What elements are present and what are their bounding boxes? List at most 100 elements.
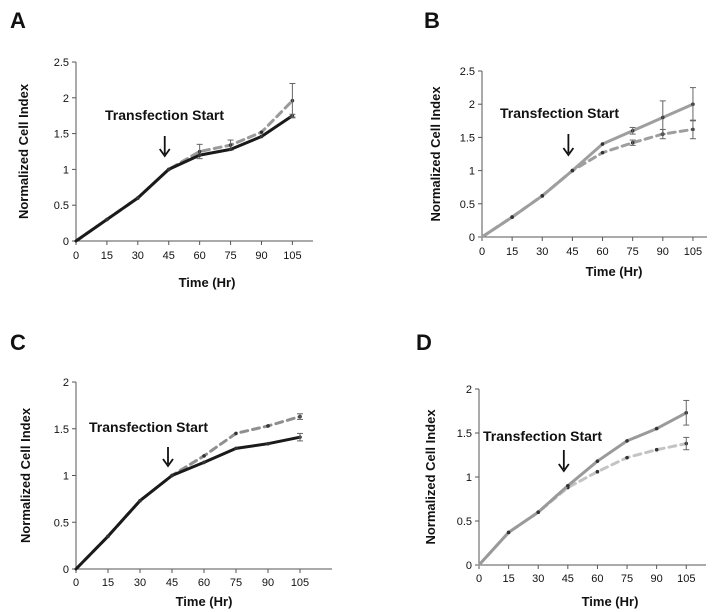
data-point <box>506 530 511 535</box>
data-point <box>510 215 514 219</box>
data-point <box>566 484 570 488</box>
x-tick-label: 15 <box>102 577 114 589</box>
x-tick-label: 90 <box>657 246 669 258</box>
y-axis-title: Normalized Cell Index <box>428 86 443 222</box>
data-point <box>105 217 109 222</box>
x-tick-label: 15 <box>101 250 113 262</box>
x-axis-title: Time (Hr) <box>582 594 639 609</box>
x-tick-label: 30 <box>532 573 544 585</box>
y-tick-label: 0.5 <box>54 517 69 529</box>
series-line-1 <box>74 114 294 243</box>
panel-c: C 0 0.5 1 1.5 2 0 15 30 45 60 75 90 105 Time (Hr) Norma… <box>10 330 332 609</box>
series-line-2 <box>480 127 695 239</box>
data-point <box>234 446 238 451</box>
data-point <box>166 167 171 172</box>
data-point <box>234 431 238 436</box>
x-tick-label: 45 <box>566 246 578 258</box>
y-tick-label: 1 <box>466 472 472 484</box>
y-tick-label: 0 <box>466 560 472 572</box>
data-point <box>654 426 659 431</box>
panel-letter: D <box>416 330 432 355</box>
transfection-start-label: Transfection Start <box>483 428 602 444</box>
arrow-head-icon <box>162 458 174 468</box>
data-point <box>197 153 202 157</box>
x-tick-label: 45 <box>562 573 574 585</box>
y-tick-label: 0 <box>63 564 69 576</box>
x-tick-label: 90 <box>255 250 267 262</box>
x-tick-label: 60 <box>194 250 206 262</box>
x-tick-label: 15 <box>506 246 518 258</box>
x-tick-label: 75 <box>224 250 236 262</box>
x-axis-title: Time (Hr) <box>176 594 233 609</box>
y-tick-label: 2 <box>63 93 69 105</box>
x-tick-label: 75 <box>230 577 242 589</box>
data-point <box>654 447 659 452</box>
y-tick-label: 1.5 <box>460 132 475 144</box>
x-tick-label: 0 <box>476 573 482 585</box>
y-tick-label: 1.5 <box>54 424 69 436</box>
x-tick-label: 30 <box>536 246 548 258</box>
arrow-head-icon <box>558 463 570 473</box>
x-tick-label: 105 <box>684 246 702 258</box>
data-point <box>625 455 629 460</box>
y-tick-label: 2 <box>63 377 69 389</box>
x-axis-title: Time (Hr) <box>586 264 643 279</box>
y-tick-label: 2.5 <box>54 57 69 69</box>
data-point <box>536 510 541 514</box>
series-line-2 <box>74 415 302 571</box>
arrow-head-icon <box>562 147 575 157</box>
x-tick-label: 90 <box>262 577 274 589</box>
y-tick-label: 0 <box>469 232 475 244</box>
data-point <box>259 130 264 134</box>
data-point <box>259 134 264 139</box>
panel-d: D 0 0.5 1 1.5 2 0 15 30 45 60 75 90 105 Time (Hr) Norma… <box>416 330 706 609</box>
y-tick-label: 1.5 <box>54 129 69 141</box>
x-tick-label: 75 <box>621 573 633 585</box>
y-tick-label: 2 <box>469 99 475 111</box>
x-tick-label: 60 <box>591 573 603 585</box>
x-tick-label: 0 <box>73 250 79 262</box>
panel-letter: B <box>424 8 440 33</box>
data-point <box>570 168 575 173</box>
panel-b: B 0 0.5 1 1.5 2 2.5 0 15 30 45 60 75 90 105 Time (Hr) No… <box>424 8 707 279</box>
transfection-start-label: Transfection Start <box>500 105 619 121</box>
x-tick-label: 15 <box>502 573 514 585</box>
y-tick-label: 1 <box>63 164 69 176</box>
series-line-1 <box>480 102 695 239</box>
x-tick-label: 0 <box>479 246 485 258</box>
y-axis-title: Normalized Cell Index <box>423 409 438 545</box>
y-tick-label: 2 <box>466 384 472 396</box>
arrow-head-icon <box>159 148 171 158</box>
x-tick-label: 30 <box>132 250 144 262</box>
data-point <box>138 498 142 503</box>
data-point <box>228 147 233 152</box>
panel-a: A 0 0.5 1 1.5 2 2.5 0 15 30 45 60 75 90 105 Time (Hr) No… <box>10 8 313 290</box>
x-tick-label: 0 <box>73 577 79 589</box>
x-tick-label: 45 <box>166 577 178 589</box>
data-point <box>136 196 140 200</box>
data-point <box>595 459 600 463</box>
y-tick-label: 0 <box>63 236 69 248</box>
data-point <box>170 473 174 478</box>
data-point <box>106 534 110 539</box>
data-point <box>595 469 600 474</box>
y-tick-label: 2.5 <box>460 66 475 78</box>
x-axis-title: Time (Hr) <box>179 275 236 290</box>
x-tick-label: 60 <box>198 577 210 589</box>
data-point <box>540 194 545 198</box>
data-point <box>202 454 206 458</box>
series-line-1 <box>477 411 688 567</box>
data-point <box>266 424 270 428</box>
y-axis-title: Normalized Cell Index <box>18 407 33 543</box>
x-tick-label: 75 <box>627 246 639 258</box>
x-tick-label: 45 <box>163 250 175 262</box>
data-point <box>625 439 629 443</box>
series-line-1 <box>74 435 302 571</box>
y-axis-title: Normalized Cell Index <box>16 83 31 219</box>
x-tick-label: 60 <box>596 246 608 258</box>
panel-letter: C <box>10 330 26 355</box>
x-tick-label: 105 <box>283 250 301 262</box>
x-tick-label: 105 <box>677 573 695 585</box>
y-tick-label: 1 <box>63 471 69 483</box>
